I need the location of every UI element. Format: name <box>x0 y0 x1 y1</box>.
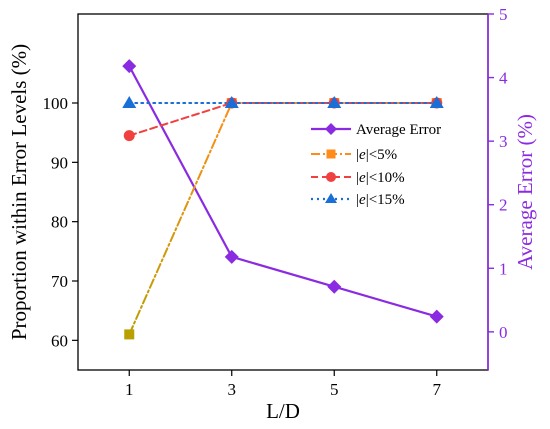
y-axis-left: 60 70 80 90 100 <box>43 94 78 350</box>
legend-entry-e5: |e|<5% <box>311 147 397 163</box>
legend-entry-average-error: Average Error <box>311 122 441 138</box>
series-line-average-error <box>333 285 438 318</box>
legend-label-e5-part3: |<5% <box>366 147 397 163</box>
legend-label-e5-part2: e <box>359 147 366 163</box>
data-point-e-5 <box>124 329 135 340</box>
series-lines <box>128 65 438 336</box>
y-right-tick-label: 2 <box>499 196 508 215</box>
legend-label-e5-part1: | <box>356 147 359 163</box>
x-axis-title: L/D <box>266 399 300 423</box>
series-line-e-5 <box>128 102 233 336</box>
y-axis-right: 0 1 2 3 4 5 <box>487 5 508 370</box>
legend-marker-e5 <box>326 149 336 159</box>
series-line-e-10 <box>128 102 233 137</box>
legend-label-e5: |e|<5% <box>356 147 397 163</box>
x-axis: 1 3 5 7 <box>125 370 442 399</box>
x-tick-label: 7 <box>433 380 442 399</box>
y-left-tick-label: 100 <box>43 94 69 113</box>
y-axis-left-title: Proportion within Error Levels (%) <box>7 44 31 340</box>
y-axis-right-title: Average Error (%) <box>513 114 537 270</box>
data-point-average-error <box>327 279 342 294</box>
legend-label-e10-part2: e <box>359 170 366 186</box>
data-point-average-error <box>429 309 444 324</box>
data-point-e-15 <box>224 96 239 108</box>
series-line-average-error <box>128 65 233 258</box>
y-left-tick-label: 60 <box>51 331 68 350</box>
y-left-tick-label: 90 <box>51 153 68 172</box>
y-right-tick-label: 1 <box>499 259 508 278</box>
y-right-tick-label: 0 <box>499 323 508 342</box>
x-tick-label: 5 <box>330 380 339 399</box>
legend: Average Error |e|<5% |e|<10% |e|<15% <box>311 122 441 208</box>
data-point-average-error <box>224 249 239 264</box>
x-tick-label: 3 <box>228 380 237 399</box>
y-right-tick-label: 4 <box>499 69 508 88</box>
legend-label-e10: |e|<10% <box>356 170 405 186</box>
legend-marker-average-error <box>325 123 337 135</box>
y-right-tick-label: 3 <box>499 132 508 151</box>
legend-label-e10-part1: | <box>356 170 359 186</box>
series-line-average-error <box>230 255 336 288</box>
series-markers <box>122 59 444 340</box>
legend-label-e15-part2: e <box>359 192 366 208</box>
legend-label-e10-part3: |<10% <box>366 170 405 186</box>
legend-label-average-error: Average Error <box>356 122 441 138</box>
y-right-tick-label: 5 <box>499 5 508 24</box>
legend-label-e15-part1: | <box>356 192 359 208</box>
x-tick-label: 1 <box>125 380 134 399</box>
data-point-e-15 <box>122 96 137 108</box>
legend-marker-e10 <box>326 172 336 182</box>
data-point-e-15 <box>429 96 444 108</box>
legend-entry-e15: |e|<15% <box>311 192 405 208</box>
data-point-e-10 <box>123 130 135 142</box>
data-point-e-15 <box>327 96 342 108</box>
legend-marker-e15 <box>325 193 337 203</box>
y-left-tick-label: 80 <box>51 213 68 232</box>
legend-label-e15-part3: |<15% <box>366 192 405 208</box>
plot-frame <box>77 13 489 371</box>
y-left-tick-label: 70 <box>51 272 68 291</box>
data-point-average-error <box>122 59 137 74</box>
legend-entry-e10: |e|<10% <box>311 170 405 186</box>
legend-label-e15: |e|<15% <box>356 192 405 208</box>
